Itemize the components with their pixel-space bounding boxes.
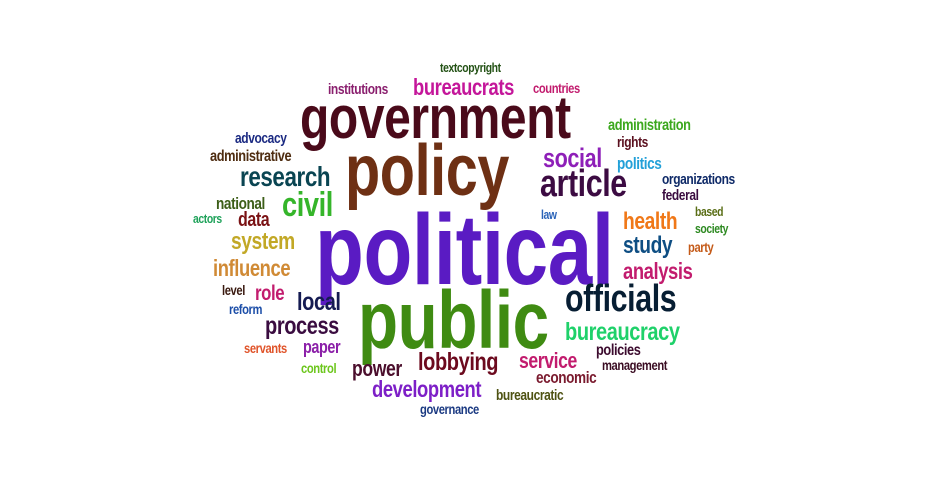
word-bureaucratic: bureaucratic — [496, 387, 564, 404]
word-political: political — [315, 194, 614, 306]
word-analysis: analysis — [623, 258, 693, 284]
word-administration: administration — [608, 117, 691, 134]
word-organizations: organizations — [662, 171, 735, 188]
word-management: management — [602, 357, 668, 373]
word-federal: federal — [662, 187, 699, 204]
word-based: based — [695, 204, 724, 219]
word-data: data — [238, 209, 270, 231]
word-policies: policies — [596, 342, 641, 359]
word-advocacy: advocacy — [235, 130, 287, 147]
word-reform: reform — [229, 301, 263, 317]
word-health: health — [623, 208, 678, 235]
word-actors: actors — [193, 211, 222, 226]
word-rights: rights — [617, 134, 648, 151]
word-lobbying: lobbying — [418, 348, 499, 376]
word-public: public — [358, 275, 549, 366]
word-process: process — [265, 312, 339, 340]
word-policy: policy — [345, 131, 510, 211]
word-law: law — [541, 207, 557, 222]
word-textcopyright: textcopyright — [440, 60, 501, 75]
word-administrative: administrative — [210, 148, 292, 165]
word-civil: civil — [282, 186, 333, 224]
word-government: government — [300, 84, 571, 151]
word-bureaucracy: bureaucracy — [565, 318, 680, 346]
word-research: research — [240, 161, 331, 192]
word-service: service — [519, 348, 577, 373]
word-national: national — [216, 194, 265, 213]
word-control: control — [301, 360, 337, 376]
word-servants: servants — [244, 340, 287, 356]
word-level: level — [222, 282, 245, 298]
word-politics: politics — [617, 154, 662, 173]
word-party: party — [688, 239, 714, 255]
word-local: local — [297, 288, 341, 316]
word-institutions: institutions — [328, 81, 388, 98]
word-economic: economic — [536, 368, 597, 387]
word-power: power — [352, 356, 402, 381]
word-system: system — [231, 228, 295, 255]
word-study: study — [623, 232, 673, 259]
word-society: society — [695, 221, 729, 236]
word-role: role — [255, 282, 285, 305]
word-governance: governance — [420, 401, 479, 417]
word-officials: officials — [565, 278, 677, 320]
word-influence: influence — [213, 255, 291, 281]
word-development: development — [372, 376, 482, 402]
word-bureaucrats: bureaucrats — [413, 74, 514, 100]
word-social: social — [543, 143, 602, 173]
word-article: article — [540, 163, 627, 205]
word-countries: countries — [533, 80, 580, 96]
word-paper: paper — [303, 337, 341, 357]
